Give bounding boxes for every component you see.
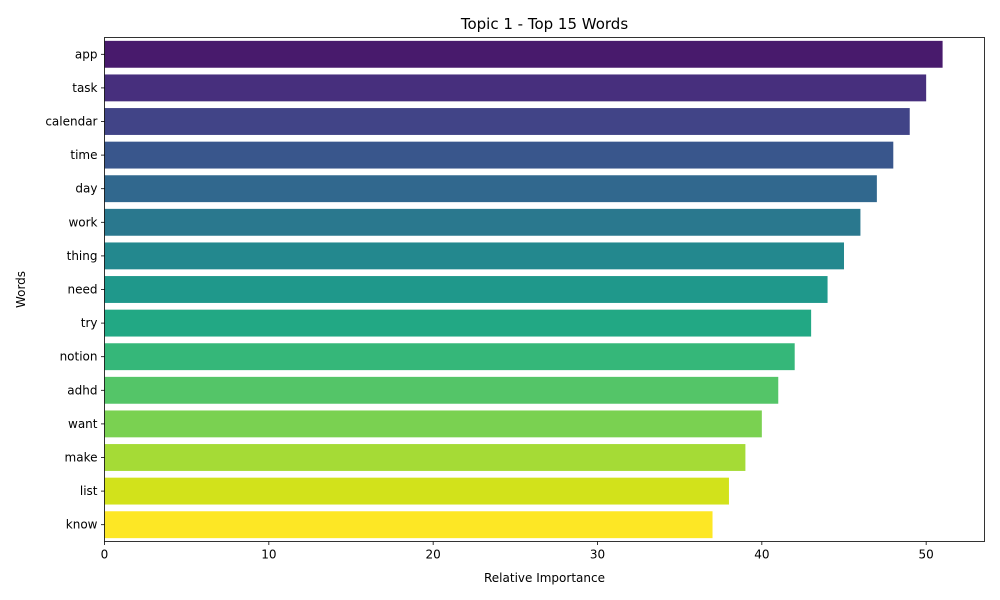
y-tick-label: know — [66, 518, 98, 532]
x-axis-label: Relative Importance — [484, 571, 605, 585]
bar-adhd — [104, 376, 779, 404]
plot-frame — [104, 37, 985, 542]
y-axis-ticks: app task calendar time day work thing need try no… — [45, 47, 105, 532]
y-tick-label: task — [72, 81, 97, 95]
chart-title: Topic 1 - Top 15 Words — [460, 15, 628, 33]
bar-make — [104, 444, 746, 471]
x-axis-ticks: 0 10 20 30 40 50 — [101, 541, 934, 562]
bar-notion — [104, 343, 795, 371]
y-tick-label: want — [68, 417, 98, 431]
y-tick-label: work — [68, 215, 97, 229]
x-tick-label: 30 — [590, 548, 605, 562]
bars-group — [104, 40, 943, 539]
y-tick-label: try — [81, 316, 98, 330]
x-tick-label: 40 — [754, 548, 769, 562]
x-tick-label: 50 — [919, 548, 934, 562]
x-tick-label: 0 — [101, 548, 109, 562]
bar-want — [104, 410, 762, 438]
x-tick-label: 20 — [426, 548, 441, 562]
y-tick-label: make — [65, 451, 98, 465]
bar-calendar — [104, 108, 910, 135]
bar-know — [104, 511, 713, 539]
bar-day — [104, 175, 877, 203]
y-axis-label: Words — [14, 271, 28, 308]
bar-time — [104, 141, 894, 169]
bar-app — [104, 40, 943, 68]
y-tick-label: list — [80, 484, 98, 498]
y-tick-label: need — [68, 283, 98, 297]
y-tick-label: calendar — [45, 115, 97, 129]
bar-work — [104, 208, 861, 236]
y-tick-label: notion — [60, 350, 98, 364]
y-tick-label: app — [75, 47, 98, 61]
y-tick-label: adhd — [67, 383, 97, 397]
y-tick-label: day — [75, 182, 97, 196]
y-tick-label: time — [70, 148, 97, 162]
y-tick-label: thing — [67, 249, 98, 263]
bar-need — [104, 276, 828, 303]
bar-list — [104, 477, 729, 505]
bar-task — [104, 74, 927, 102]
bar-thing — [104, 242, 844, 270]
bar-try — [104, 309, 812, 337]
x-tick-label: 10 — [261, 548, 276, 562]
